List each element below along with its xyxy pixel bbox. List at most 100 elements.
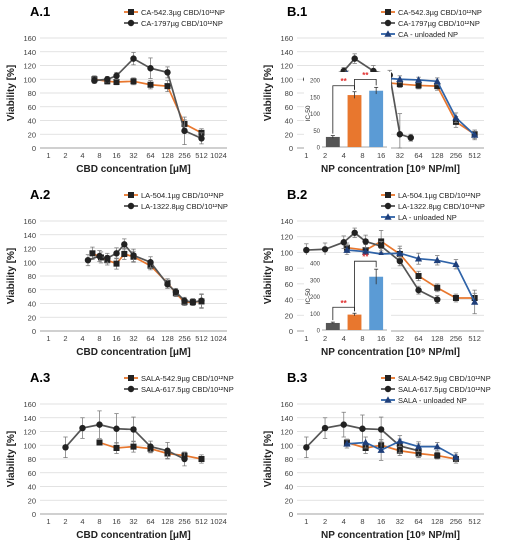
data-point — [414, 254, 423, 262]
y-tick-label: 100 — [23, 75, 36, 84]
x-tick-label: 16 — [112, 151, 120, 160]
data-point — [433, 442, 441, 450]
y-tick-label: 60 — [28, 103, 36, 112]
data-point — [121, 251, 128, 257]
data-point — [415, 82, 422, 89]
y-tick-label: 160 — [23, 400, 36, 409]
x-tick-label: 1 — [46, 151, 50, 160]
y-tick-label: 80 — [28, 455, 36, 464]
x-tick-label: 256 — [450, 151, 463, 160]
data-point — [79, 424, 86, 432]
x-tick-label: 16 — [377, 334, 385, 343]
x-tick-label: 4 — [80, 151, 84, 160]
y-tick-label: 140 — [23, 231, 36, 240]
x-tick-label: 2 — [323, 334, 327, 343]
y-tick-label: 80 — [285, 89, 293, 98]
y-tick-label: 80 — [285, 455, 293, 464]
x-tick-label: 2 — [323, 151, 327, 160]
data-point — [407, 134, 414, 141]
data-point — [377, 426, 385, 433]
data-point — [396, 257, 404, 265]
y-tick-label: 0 — [32, 144, 36, 153]
legend-marker — [385, 192, 391, 198]
data-point — [130, 443, 137, 450]
x-tick-label: 16 — [112, 334, 120, 343]
legend-marker — [384, 202, 392, 210]
x-tick-label: 32 — [129, 151, 137, 160]
y-tick-label: 60 — [285, 103, 293, 112]
x-tick-label: 64 — [146, 517, 154, 526]
x-tick-label: 256 — [450, 334, 463, 343]
data-point — [89, 250, 96, 257]
x-tick-label: 64 — [146, 334, 154, 343]
inset-y-axis-title: IC-50 — [305, 105, 312, 121]
x-axis-title: NP concentration [10⁹ NP/ml] — [321, 347, 460, 358]
significance-bracket — [354, 78, 377, 90]
y-tick-label: 120 — [280, 233, 293, 242]
inset-y-tick-label: 0 — [317, 146, 321, 152]
x-tick-label: 16 — [377, 151, 385, 160]
x-tick-label: 1 — [46, 334, 50, 343]
x-tick-label: 32 — [396, 151, 404, 160]
inset-y-tick-label: 50 — [313, 129, 320, 135]
y-tick-label: 80 — [28, 89, 36, 98]
data-point — [198, 297, 205, 304]
x-tick-label: 256 — [178, 151, 191, 160]
data-point — [130, 78, 137, 85]
x-tick-label: 128 — [161, 151, 174, 160]
y-tick-label: 40 — [285, 296, 293, 305]
data-point — [147, 81, 154, 88]
panel-label: A.2 — [30, 187, 50, 202]
x-tick-label: 512 — [195, 151, 208, 160]
data-point — [113, 72, 120, 80]
data-point — [434, 284, 441, 291]
y-tick-label: 160 — [280, 34, 293, 43]
legend-marker — [384, 396, 392, 403]
legend-marker — [384, 19, 392, 27]
data-point — [471, 298, 479, 305]
panel-a2: A.2 0 20 40 60 80 100 120 140 160 1 2 4 8 16 32 64 128 256… — [0, 183, 256, 366]
y-tick-label: 20 — [285, 311, 293, 320]
x-tick-label: 1 — [46, 517, 50, 526]
y-tick-label: 140 — [280, 414, 293, 423]
panel-label: A.1 — [30, 4, 50, 19]
x-tick-label: 128 — [431, 517, 444, 526]
significance-label: ** — [341, 77, 348, 86]
chart-b3: B.3 0 20 40 60 80 100 120 140 160 1 2 4 8 16 32 64 128 256… — [263, 370, 491, 541]
inset-y-tick-label: 100 — [310, 312, 321, 318]
data-point — [396, 249, 404, 257]
inset-bar — [369, 276, 384, 330]
data-point — [96, 439, 103, 446]
inset-bar — [369, 90, 384, 147]
x-tick-label: 2 — [63, 334, 67, 343]
x-tick-label: 256 — [178, 334, 191, 343]
y-tick-label: 100 — [280, 248, 293, 257]
x-tick-label: 512 — [468, 334, 481, 343]
legend-marker — [127, 202, 135, 210]
inset-y-tick-label: 100 — [310, 112, 321, 118]
legend-label: SALA - unloaded NP — [398, 396, 467, 405]
y-tick-label: 60 — [28, 469, 36, 478]
y-tick-label: 100 — [23, 441, 36, 450]
legend-marker — [127, 19, 135, 27]
y-tick-label: 100 — [280, 441, 293, 450]
series-line — [346, 249, 476, 303]
legend-label: LA-504.1µg CBD/10¹²NP — [398, 191, 481, 200]
legend-marker — [384, 30, 392, 37]
data-point — [147, 443, 154, 450]
inset-y-tick-label: 300 — [310, 278, 321, 284]
legend-marker — [128, 9, 134, 15]
y-tick-label: 100 — [23, 258, 36, 267]
x-axis-title: CBD concentration [μM] — [76, 530, 190, 541]
data-point — [303, 444, 310, 451]
data-point — [452, 113, 460, 121]
panel-a3: A.3 0 20 40 60 80 100 120 140 160 1 2 4 8 16 32 64 128 256… — [0, 366, 256, 549]
y-tick-label: 0 — [32, 327, 36, 336]
x-tick-label: 2 — [63, 151, 67, 160]
panel-label: B.2 — [287, 187, 307, 202]
panel-a1: A.1 0 20 40 60 80 100 120 140 160 1 2 4 8 16 32 64 128 256… — [0, 0, 256, 183]
x-tick-label: 512 — [195, 334, 208, 343]
inset-bar — [325, 136, 340, 147]
x-tick-label: 4 — [342, 334, 346, 343]
y-axis-title: Viability [%] — [263, 65, 274, 122]
